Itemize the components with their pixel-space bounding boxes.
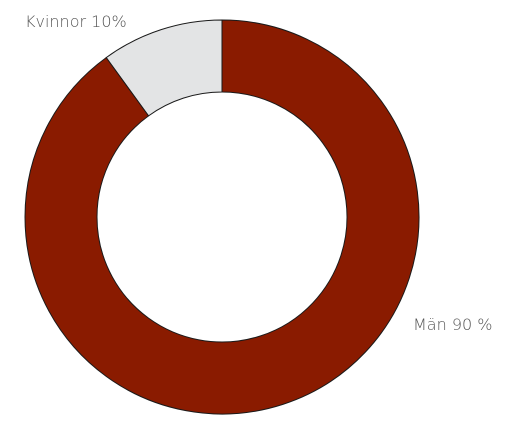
slice-man xyxy=(24,19,420,415)
donut-slices xyxy=(24,19,420,415)
slice-label-kvinnor: Kvinnor 10% xyxy=(25,12,127,31)
slice-label-man: Män 90 % xyxy=(413,315,492,334)
